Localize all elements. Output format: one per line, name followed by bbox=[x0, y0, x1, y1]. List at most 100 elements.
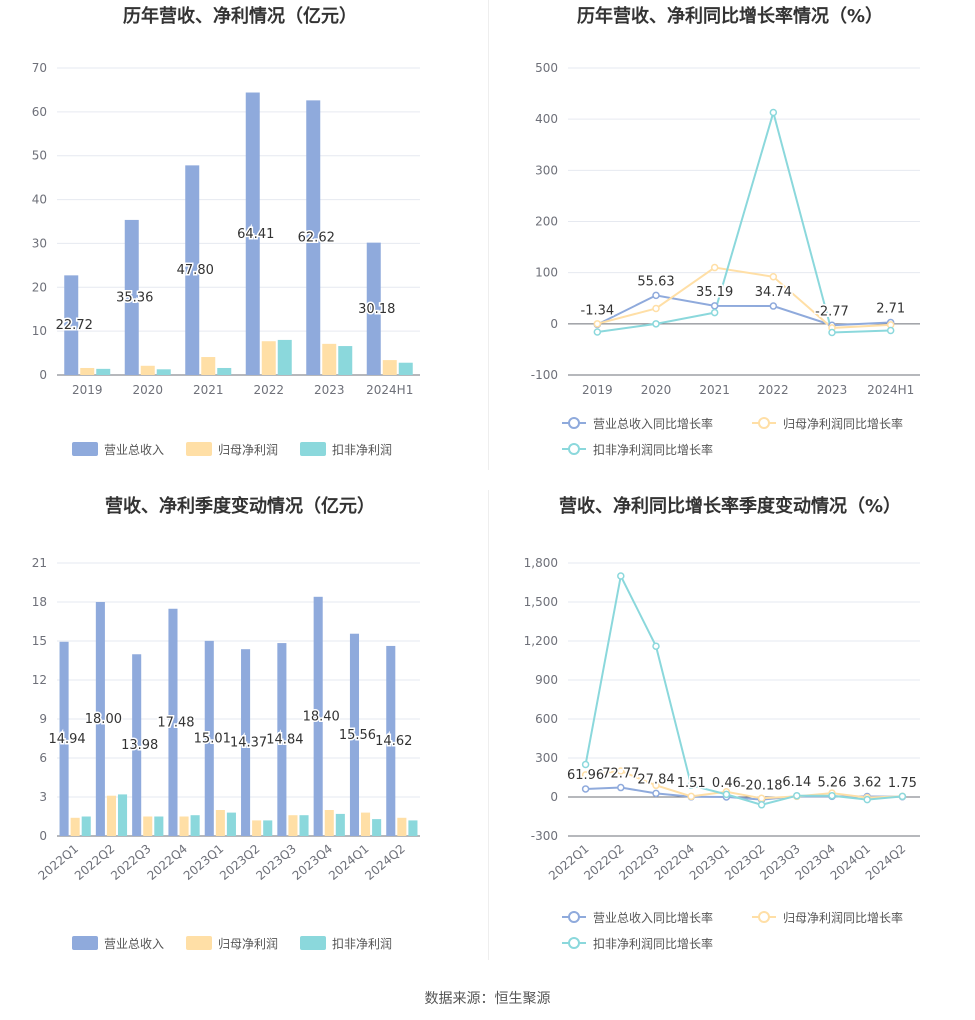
point-deducted-profit-growth bbox=[593, 328, 602, 336]
y-tick-label: 70 bbox=[32, 61, 47, 75]
y-tick-label: 500 bbox=[535, 61, 558, 75]
bar-deducted-profit bbox=[117, 794, 128, 836]
bar-deducted-profit bbox=[277, 339, 292, 375]
x-tick-label: 2022 bbox=[253, 383, 284, 397]
point-deducted-profit-growth bbox=[687, 781, 695, 790]
legend-label: 营业总收入 bbox=[104, 937, 164, 951]
y-tick-label: 10 bbox=[32, 324, 47, 338]
y-tick-label: 6 bbox=[39, 751, 47, 765]
x-tick-label: 2022Q2 bbox=[72, 842, 117, 883]
legend-swatch bbox=[72, 442, 98, 456]
x-tick-label: 2019 bbox=[582, 383, 613, 397]
x-tick-label: 2024H1 bbox=[867, 383, 914, 397]
point-net-profit-growth bbox=[652, 781, 660, 790]
y-tick-label: 30 bbox=[32, 236, 47, 250]
y-tick-label: -300 bbox=[531, 829, 558, 843]
point-revenue-growth bbox=[581, 785, 590, 793]
legend-label: 归母净利润 bbox=[218, 443, 278, 457]
data-label: 61.96 bbox=[567, 768, 604, 783]
bar-net-profit bbox=[288, 815, 298, 836]
chart-title: 历年营收、净利情况（亿元） bbox=[123, 5, 357, 27]
chart-panel-quarterly-amounts: 营收、净利季度变动情况（亿元） 0 3 6 9 12 15 18 21 2022Q1 2022Q2 2… bbox=[0, 490, 480, 980]
legend-swatch bbox=[186, 936, 212, 950]
bar-deducted-profit bbox=[335, 813, 345, 836]
point-deducted-profit-growth bbox=[769, 108, 778, 117]
data-label: -1.34 bbox=[581, 304, 615, 319]
legend-marker bbox=[568, 911, 580, 923]
point-deducted-profit-growth bbox=[652, 320, 660, 328]
bar-deducted-profit bbox=[217, 367, 232, 375]
x-tick-label: 2019 bbox=[72, 383, 103, 397]
bar-revenue bbox=[59, 641, 69, 836]
point-net-profit-growth bbox=[652, 304, 660, 313]
y-tick-label: 20 bbox=[32, 280, 47, 294]
x-tick-label: 2022Q1 bbox=[36, 842, 81, 883]
bar-revenue bbox=[366, 242, 381, 375]
legend-label: 归母净利润 bbox=[218, 937, 278, 951]
bar-revenue bbox=[132, 654, 142, 836]
bar-revenue bbox=[313, 596, 323, 836]
bar-net-profit bbox=[201, 357, 216, 375]
data-label: 64.41 bbox=[237, 227, 274, 242]
data-label: 47.80 bbox=[177, 263, 214, 278]
bar-net-profit bbox=[179, 816, 189, 836]
data-label: 34.74 bbox=[755, 285, 792, 300]
legend-marker bbox=[758, 417, 770, 429]
legend-label: 扣非净利润同比增长率 bbox=[593, 442, 713, 457]
y-tick-label: 300 bbox=[535, 751, 558, 765]
y-tick-label: 600 bbox=[535, 712, 558, 726]
chart-panel-annual-growth: 历年营收、净利同比增长率情况（%） -100 0 100 200 300 400 500 201… bbox=[490, 0, 970, 490]
y-tick-label: 0 bbox=[550, 790, 558, 804]
legend-marker bbox=[568, 443, 580, 455]
bar-net-profit bbox=[261, 341, 276, 375]
data-label: 6.14 bbox=[782, 775, 811, 790]
y-tick-label: 21 bbox=[32, 556, 47, 570]
legend-label: 扣非净利润 bbox=[332, 937, 392, 951]
point-deducted-profit-growth bbox=[828, 791, 836, 800]
point-deducted-profit-growth bbox=[793, 791, 801, 800]
bar-revenue bbox=[64, 275, 79, 375]
x-tick-label: 2023Q4 bbox=[290, 842, 335, 883]
point-deducted-profit-growth bbox=[886, 326, 895, 335]
data-label: 3.62 bbox=[853, 776, 882, 791]
legend-label: 扣非净利润 bbox=[332, 443, 392, 457]
line-revenue-growth bbox=[596, 294, 891, 327]
y-tick-label: 1,800 bbox=[524, 556, 558, 570]
point-revenue-growth bbox=[769, 302, 778, 310]
x-tick-label: 2020 bbox=[641, 383, 672, 397]
y-tick-label: 900 bbox=[535, 673, 558, 687]
bar-net-profit bbox=[80, 367, 95, 375]
line-net-profit-growth bbox=[585, 769, 903, 800]
data-label: 17.48 bbox=[157, 715, 194, 730]
bar-revenue bbox=[168, 608, 178, 836]
x-tick-label: 2023 bbox=[817, 383, 848, 397]
y-tick-label: 40 bbox=[32, 193, 47, 207]
bar-revenue bbox=[349, 633, 360, 836]
data-label: 14.37 bbox=[230, 736, 267, 751]
data-label: 18.40 bbox=[303, 709, 340, 724]
y-tick-label: 100 bbox=[535, 266, 558, 280]
x-tick-label: 2022Q3 bbox=[108, 842, 153, 883]
legend-swatch bbox=[300, 442, 326, 456]
x-tick-label: 2022Q4 bbox=[144, 842, 189, 883]
data-label: 35.36 bbox=[116, 290, 153, 305]
y-tick-label: -100 bbox=[531, 368, 558, 382]
bar-deducted-profit bbox=[81, 816, 91, 836]
y-tick-label: 3 bbox=[39, 790, 47, 804]
y-tick-label: 1,200 bbox=[524, 634, 558, 648]
bar-deducted-profit bbox=[299, 815, 309, 836]
point-deducted-profit-growth bbox=[617, 572, 625, 580]
bar-deducted-profit bbox=[263, 820, 273, 836]
legend-swatch bbox=[186, 442, 212, 456]
y-tick-label: 60 bbox=[32, 105, 47, 119]
y-tick-label: 400 bbox=[535, 112, 558, 126]
data-label: 14.84 bbox=[266, 733, 303, 748]
data-source-note: 数据来源：恒生聚源 bbox=[424, 991, 551, 1007]
point-revenue-growth bbox=[710, 302, 719, 310]
x-tick-label: 2023Q1 bbox=[181, 842, 226, 883]
bar-deducted-profit bbox=[408, 820, 418, 836]
y-tick-label: 200 bbox=[535, 215, 558, 229]
chart-quarterly-amounts: 营收、净利季度变动情况（亿元）0369121518212022Q12022Q22… bbox=[32, 495, 420, 951]
legend-label: 营业总收入 bbox=[104, 443, 164, 457]
data-label: 72.77 bbox=[602, 767, 639, 782]
